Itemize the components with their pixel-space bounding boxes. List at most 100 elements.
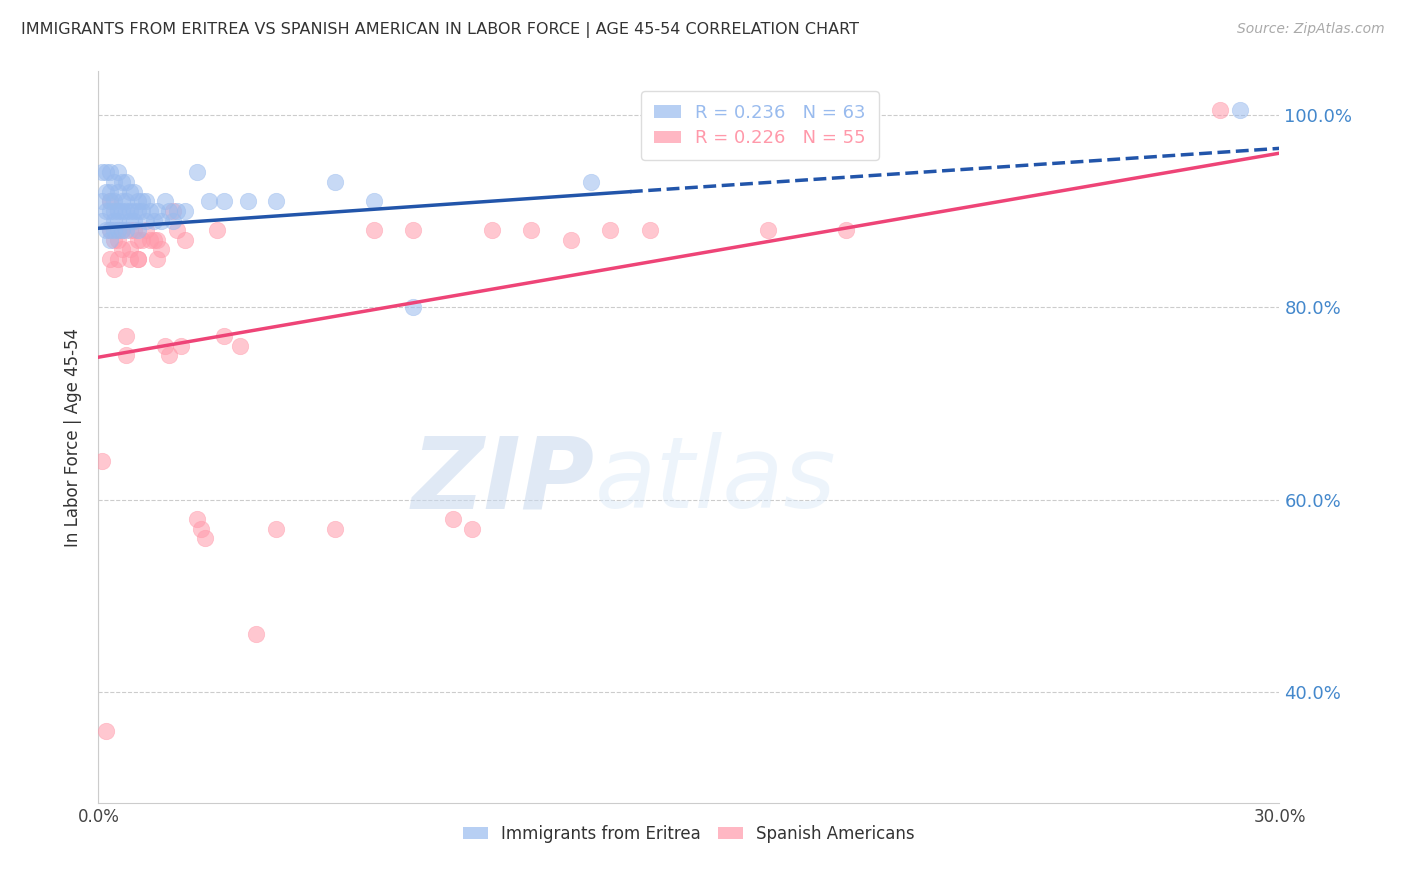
Point	[138, 203, 160, 218]
Point	[579, 175, 602, 189]
Point	[174, 233, 197, 247]
Point	[111, 223, 134, 237]
Point	[118, 203, 141, 218]
Point	[111, 243, 134, 257]
Point	[135, 194, 157, 209]
Point	[162, 203, 184, 218]
Point	[98, 223, 121, 237]
Point	[96, 165, 118, 179]
Point	[98, 165, 121, 179]
Point	[107, 185, 129, 199]
Point	[96, 203, 118, 218]
Point	[111, 194, 134, 209]
Text: atlas: atlas	[595, 433, 837, 530]
Point	[118, 185, 141, 199]
Point	[264, 194, 287, 209]
Point	[103, 203, 125, 218]
Point	[323, 521, 346, 535]
Point	[103, 194, 125, 209]
Point	[157, 348, 180, 362]
Point	[98, 223, 121, 237]
Point	[98, 185, 121, 199]
Legend: Immigrants from Eritrea, Spanish Americans: Immigrants from Eritrea, Spanish America…	[457, 818, 921, 849]
Point	[127, 203, 149, 218]
Point	[118, 252, 141, 266]
Point	[150, 243, 173, 257]
Point	[118, 223, 141, 237]
Point	[402, 300, 425, 314]
Point	[118, 243, 141, 257]
Point	[127, 194, 149, 209]
Point	[98, 233, 121, 247]
Point	[560, 233, 582, 247]
Point	[115, 194, 138, 209]
Point	[520, 223, 543, 237]
Point	[118, 213, 141, 227]
Point	[115, 348, 138, 362]
Point	[229, 338, 252, 352]
Point	[170, 338, 193, 352]
Point	[103, 223, 125, 237]
Point	[214, 329, 236, 343]
Point	[756, 223, 779, 237]
Point	[155, 338, 177, 352]
Point	[122, 223, 145, 237]
Point	[91, 194, 114, 209]
Point	[96, 223, 118, 237]
Point	[323, 175, 346, 189]
Point	[111, 223, 134, 237]
Point	[135, 223, 157, 237]
Point	[131, 233, 153, 247]
Point	[107, 233, 129, 247]
Point	[103, 213, 125, 227]
Point	[98, 194, 121, 209]
Point	[107, 165, 129, 179]
Point	[98, 252, 121, 266]
Point	[264, 521, 287, 535]
Point	[166, 203, 188, 218]
Y-axis label: In Labor Force | Age 45-54: In Labor Force | Age 45-54	[65, 327, 83, 547]
Point	[122, 203, 145, 218]
Point	[835, 223, 858, 237]
Point	[363, 194, 385, 209]
Point	[194, 531, 217, 545]
Point	[98, 194, 121, 209]
Point	[155, 194, 177, 209]
Point	[138, 233, 160, 247]
Point	[107, 252, 129, 266]
Point	[146, 203, 169, 218]
Point	[103, 261, 125, 276]
Point	[103, 233, 125, 247]
Point	[127, 252, 149, 266]
Point	[107, 203, 129, 218]
Point	[135, 213, 157, 227]
Point	[107, 223, 129, 237]
Point	[481, 223, 503, 237]
Point	[96, 185, 118, 199]
Point	[131, 194, 153, 209]
Point	[150, 213, 173, 227]
Point	[186, 512, 208, 526]
Point	[1209, 103, 1232, 117]
Point	[162, 213, 184, 227]
Point	[1229, 103, 1251, 117]
Point	[96, 723, 118, 738]
Point	[461, 521, 484, 535]
Point	[441, 512, 464, 526]
Point	[107, 213, 129, 227]
Point	[127, 223, 149, 237]
Point	[174, 203, 197, 218]
Point	[166, 223, 188, 237]
Text: Source: ZipAtlas.com: Source: ZipAtlas.com	[1237, 22, 1385, 37]
Point	[127, 252, 149, 266]
Point	[142, 213, 165, 227]
Point	[197, 194, 219, 209]
Point	[363, 223, 385, 237]
Point	[91, 165, 114, 179]
Point	[122, 185, 145, 199]
Point	[98, 203, 121, 218]
Point	[638, 223, 661, 237]
Point	[142, 233, 165, 247]
Point	[111, 175, 134, 189]
Point	[131, 203, 153, 218]
